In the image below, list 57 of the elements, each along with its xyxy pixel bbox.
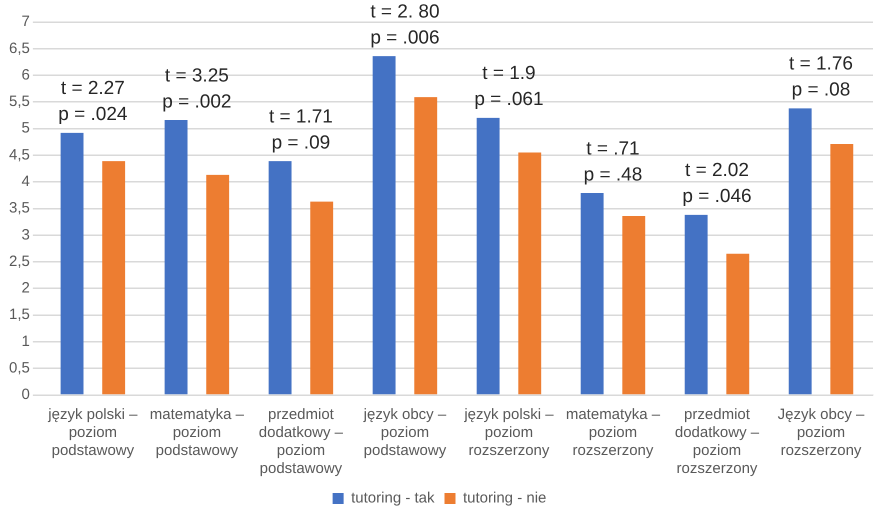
legend-label: tutoring - nie: [462, 490, 546, 507]
y-tick-label: 7: [22, 13, 30, 30]
bar: [206, 174, 230, 394]
annotation: p = .48: [584, 164, 642, 186]
annotation: t = 2.02: [685, 160, 749, 182]
bar: [414, 97, 438, 394]
annotation: p = .08: [792, 80, 850, 101]
y-tick-label: 0,5: [8, 360, 30, 376]
y-tick-label: 0: [22, 386, 30, 404]
bar: [788, 108, 812, 394]
bar: [164, 120, 188, 394]
bar: [684, 214, 708, 394]
bar: [518, 152, 542, 394]
legend-label: tutoring - tak: [351, 490, 435, 507]
y-tick-label: 2,5: [8, 252, 30, 270]
x-tick-label: Język obcy – poziom rozszerzony: [778, 406, 865, 460]
y-tick-label: 4: [22, 173, 30, 190]
annotation: p = .061: [474, 89, 544, 110]
annotation: t = 1.71: [268, 106, 333, 128]
x-tick-label: język obcy – poziom podstawowy: [362, 406, 447, 460]
annotation: t = 1.76: [789, 54, 853, 75]
annotation: t = .71: [586, 138, 640, 160]
bar: [310, 202, 334, 394]
x-tick-label: język polski – poziom podstawowy: [47, 406, 138, 460]
y-tick-label: 2: [22, 280, 30, 297]
bar: [622, 216, 646, 394]
y-tick-label: 6,5: [8, 40, 30, 57]
annotation: p = .002: [162, 91, 232, 112]
annotation: t = 2.27: [60, 78, 125, 100]
y-tick-label: 5,5: [8, 93, 30, 110]
x-tick-label: matematyka – poziom rozszerzony: [566, 406, 661, 460]
y-tick-label: 6: [22, 66, 30, 84]
y-tick-label: 5: [22, 120, 30, 137]
annotation: t = 3.25: [164, 65, 229, 86]
annotation: t = 2. 80: [370, 1, 440, 22]
x-tick-label: przedmiot dodatkowy – poziom podstawowy: [258, 406, 344, 478]
annotation: t = 1.9: [482, 63, 536, 84]
y-tick-label: 1,5: [8, 306, 30, 324]
x-tick-label: język polski – poziom rozszerzony: [463, 406, 554, 460]
x-tick-label: matematyka – poziom podstawowy: [150, 406, 245, 460]
annotation: p = .046: [682, 186, 752, 208]
annotation: p = .09: [272, 132, 330, 154]
bar: [726, 254, 750, 394]
bar: [580, 193, 604, 394]
x-tick-label: przedmiot dodatkowy – poziom rozszerzony: [674, 406, 760, 478]
bar: [102, 161, 126, 394]
bar: [830, 144, 854, 394]
bar: [476, 118, 500, 394]
y-tick-label: 3: [22, 226, 30, 244]
bar: [60, 132, 84, 394]
bar: [372, 56, 396, 394]
y-tick-label: 1: [22, 332, 30, 350]
annotation: p = .006: [370, 27, 440, 48]
y-tick-label: 4,5: [8, 146, 30, 164]
bar: [268, 161, 292, 394]
y-tick-label: 3,5: [8, 200, 30, 217]
annotation: p = .024: [58, 104, 128, 126]
